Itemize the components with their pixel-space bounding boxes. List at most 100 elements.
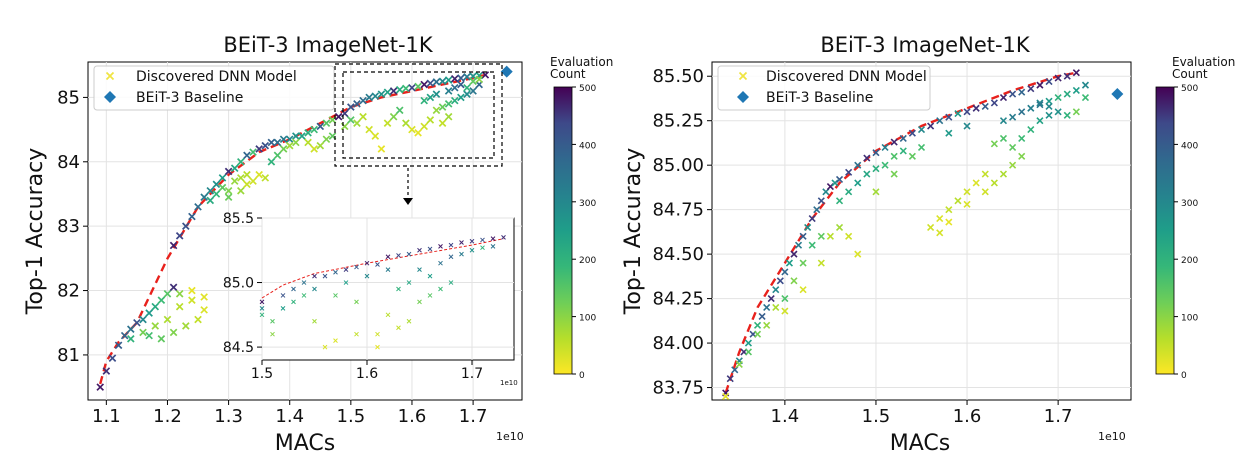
left-legend-box	[93, 65, 335, 111]
data-point	[145, 309, 153, 317]
data-point	[1072, 86, 1080, 95]
data-point	[744, 348, 753, 356]
data-point	[267, 157, 276, 166]
y-tick-label: 85.25	[652, 111, 704, 132]
inset-scatter-points	[259, 235, 506, 350]
data-point	[395, 85, 404, 94]
data-point	[1009, 113, 1017, 121]
data-point	[291, 286, 296, 292]
y-tick-label: 85.00	[652, 155, 704, 176]
right-colorbar-title-2: Count	[1172, 67, 1208, 81]
right-legend-baseline: BEiT-3 Baseline	[766, 90, 873, 106]
data-point	[385, 312, 391, 318]
colorbar-tick-label: 0	[1181, 371, 1187, 381]
data-point	[243, 170, 251, 179]
data-point	[310, 145, 318, 153]
data-point	[343, 280, 349, 285]
data-point	[273, 138, 282, 147]
data-point	[863, 154, 871, 162]
data-point	[375, 344, 380, 350]
data-point	[444, 87, 453, 95]
data-point	[799, 259, 807, 267]
left-legend-x-marker	[105, 71, 115, 81]
data-point	[218, 183, 227, 192]
data-point	[469, 247, 475, 253]
data-point	[237, 174, 245, 182]
data-point	[259, 306, 265, 311]
data-point	[194, 203, 202, 211]
colorbar-tick-label: 500	[579, 84, 596, 94]
data-point	[249, 148, 257, 156]
data-point	[427, 273, 433, 279]
data-point	[767, 295, 775, 303]
data-point	[426, 79, 435, 88]
data-point	[1081, 94, 1090, 102]
data-point	[459, 240, 464, 245]
data-point	[139, 315, 147, 324]
data-point	[279, 135, 288, 144]
x-tick-label: 1.7	[459, 406, 488, 427]
data-point	[448, 254, 454, 260]
data-point	[899, 134, 907, 143]
data-point	[744, 339, 753, 347]
data-point	[175, 232, 184, 240]
data-point	[230, 177, 239, 185]
x-tick-label: 1.6	[398, 406, 427, 427]
data-point	[383, 119, 392, 127]
data-point	[772, 303, 780, 312]
data-point	[1045, 111, 1053, 119]
data-point	[291, 299, 296, 305]
colorbar-tick-label: 0	[579, 371, 585, 381]
left-chart-title: BEiT-3 ImageNet-1K	[223, 33, 434, 57]
data-point	[383, 88, 392, 97]
data-point	[406, 318, 412, 324]
data-point	[1054, 108, 1062, 116]
data-point	[371, 92, 380, 100]
right-legend-baseline-marker	[737, 91, 749, 103]
data-point	[438, 286, 443, 292]
right-y-ticks: 83.75 84.00 84.25 84.50 84.75 85.00 85.25 85.50	[652, 66, 712, 399]
data-point	[463, 73, 471, 81]
data-point	[845, 232, 853, 240]
data-point	[108, 354, 117, 362]
data-point	[169, 328, 178, 337]
data-point	[312, 273, 317, 279]
data-point	[406, 280, 412, 285]
data-point	[475, 75, 484, 84]
data-point	[990, 99, 998, 107]
data-point	[218, 174, 227, 182]
data-point	[280, 306, 286, 311]
data-point	[194, 315, 202, 324]
data-point	[758, 312, 766, 320]
data-point	[359, 96, 367, 105]
colorbar-tick-label: 400	[1181, 141, 1198, 151]
data-point	[963, 188, 971, 196]
left-colorbar: Evaluation Count 0 100 200 300 400 500	[550, 55, 613, 381]
data-point	[316, 122, 325, 131]
data-point	[322, 119, 331, 127]
data-point	[781, 295, 789, 303]
data-point	[845, 188, 853, 196]
data-point	[726, 375, 734, 383]
data-point	[890, 152, 898, 160]
data-point	[463, 90, 471, 98]
data-point	[259, 312, 265, 318]
data-point	[333, 338, 338, 343]
data-point	[972, 104, 980, 112]
data-point	[157, 335, 166, 343]
data-point	[981, 188, 989, 196]
data-point	[259, 299, 265, 305]
data-point	[945, 218, 953, 226]
data-point	[450, 96, 459, 105]
data-point	[872, 188, 880, 196]
x-tick-label: 1.4	[771, 406, 800, 427]
data-point	[145, 331, 153, 340]
data-point	[163, 289, 172, 298]
data-point	[375, 331, 380, 337]
data-point	[999, 134, 1008, 143]
data-point	[188, 296, 196, 305]
data-point	[854, 250, 862, 258]
data-point	[182, 322, 190, 330]
data-point	[414, 82, 422, 91]
right-legend-discovered: Discovered DNN Model	[766, 69, 927, 85]
